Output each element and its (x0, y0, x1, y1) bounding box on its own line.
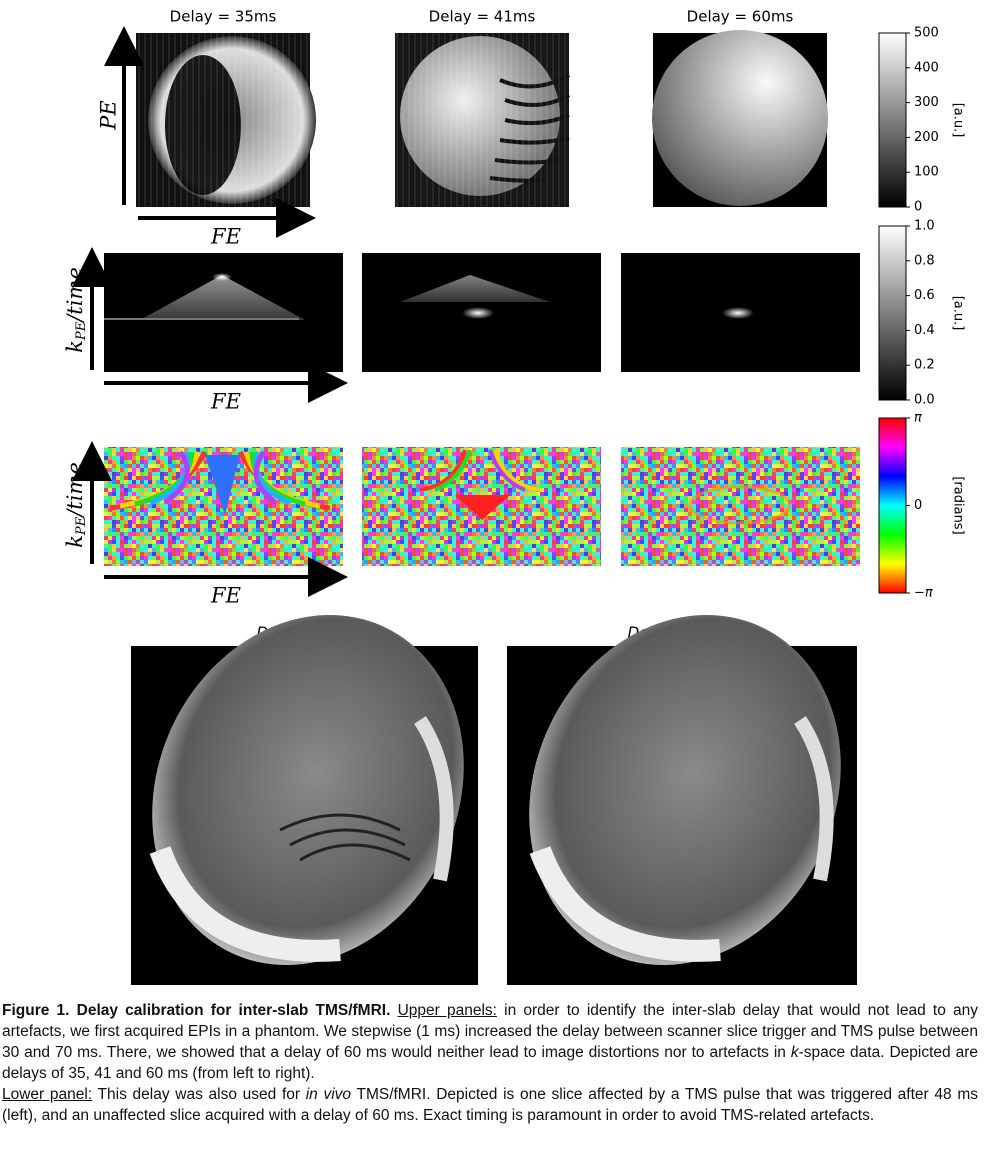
column-title: Delay = 60ms (687, 8, 794, 26)
caption-text: in vivo (305, 1086, 352, 1103)
kspace-image (362, 253, 601, 372)
caption-text: Lower panel: (2, 1086, 93, 1103)
axis-label-part: PE (74, 321, 89, 341)
tick-label: 0.6 (914, 288, 935, 303)
axis-label-part: /time (63, 267, 87, 324)
axis-label: FE (210, 225, 241, 249)
phase-image (621, 447, 860, 566)
brain-image (507, 614, 857, 985)
caption-text: k (790, 1044, 799, 1061)
colorbar-label: [radians] (951, 476, 966, 534)
caption: Figure 1. Delay calibration for inter-sl… (2, 1000, 978, 1126)
colorbar-label: [a.u.] (951, 103, 966, 138)
tick-label: 0.4 (914, 323, 935, 338)
axis-label-part: PE (74, 516, 89, 536)
caption-paragraph: Figure 1. Delay calibration for inter-sl… (2, 1000, 978, 1084)
tick-label: 0.8 (914, 253, 935, 268)
axis-label: FE (210, 584, 241, 608)
kspace-image (104, 253, 343, 372)
phase-image (362, 447, 601, 566)
tick-label: 1.0 (914, 219, 935, 234)
axis-label: FE (210, 390, 241, 414)
caption-paragraph: Lower panel: This delay was also used fo… (2, 1084, 978, 1126)
column-title: Delay = 41ms (429, 8, 536, 26)
caption-text: TMS/fMRI. Depicted is one slice affected… (2, 1086, 978, 1124)
axis-label: kPE/time (63, 267, 89, 353)
kspace-image (621, 253, 860, 372)
column-title: Delay = 35ms (170, 8, 277, 26)
tick-label: 0.0 (914, 393, 935, 408)
tick-label: 0.2 (914, 358, 935, 373)
colorbar (878, 417, 907, 594)
axis-label: kPE/time (63, 462, 89, 548)
tick-label: π (914, 411, 922, 426)
figure: Delay = 35ms Delay = 41ms Delay = 60ms P… (63, 8, 966, 985)
tick-label: 100 (914, 165, 939, 180)
caption-text: Figure 1. Delay calibration for inter-sl… (2, 1002, 391, 1019)
caption-text (390, 1002, 397, 1019)
caption-text: Upper panels: (397, 1002, 497, 1019)
tick-label: 0 (914, 200, 922, 215)
tick-label: 300 (914, 95, 939, 110)
colorbar-label: [a.u.] (951, 296, 966, 331)
phantom-image (136, 33, 316, 207)
phase-image (104, 447, 343, 566)
phantom-image (395, 33, 571, 207)
tick-label: 500 (914, 26, 939, 41)
tick-label: −π (914, 586, 933, 601)
axis-label-part: /time (63, 462, 87, 519)
axis-label-part: k (63, 535, 87, 548)
caption-text: This delay was also used for (92, 1086, 306, 1103)
caption-text: -space data. Depicted are delays of 35, … (2, 1044, 978, 1082)
colorbar (878, 225, 907, 401)
axis-label-part: k (63, 340, 87, 353)
phantom-image (652, 30, 828, 207)
tick-label: 0 (914, 498, 922, 513)
caption-text: in order to identify the inter-slab dela… (2, 1002, 978, 1061)
tick-label: 200 (914, 130, 939, 145)
brain-image (131, 614, 478, 985)
tick-label: 400 (914, 60, 939, 75)
colorbar (878, 32, 907, 208)
axis-label: PE (97, 100, 121, 130)
